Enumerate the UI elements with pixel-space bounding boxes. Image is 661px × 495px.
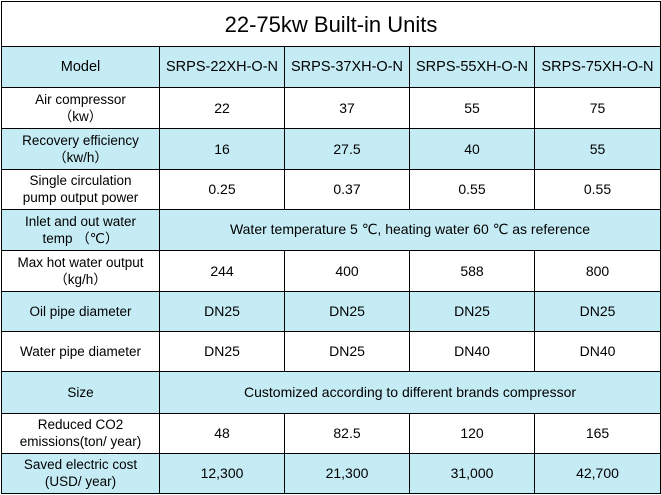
row-label-line2: (USD/ year) — [44, 474, 117, 490]
cell-value: 42,700 — [533, 452, 661, 495]
table-row: Recovery efficiency （kw/h） 16 27.5 40 55 — [1, 128, 661, 170]
row-label-line1: Inlet and out water — [24, 213, 137, 229]
cell-value: 21,300 — [284, 452, 410, 495]
cell-value: 75 — [533, 87, 661, 130]
row-label: Single circulation pump output power — [1, 168, 160, 210]
row-label: Max hot water output （kg/h） — [1, 249, 160, 293]
table-row: Inlet and out water temp （℃） Water temper… — [1, 208, 661, 251]
row-label-line1: Saved electric cost — [23, 457, 138, 473]
row-label-line1: Max hot water output — [17, 255, 144, 271]
row-label: Water pipe diameter — [1, 331, 160, 373]
table-row: Single circulation pump output power 0.25… — [1, 168, 661, 210]
table-row: Saved electric cost (USD/ year) 12,300 21… — [1, 452, 661, 495]
row-label: Air compressor （kw） — [1, 87, 160, 130]
table-row: Oil pipe diameter DN25 DN25 DN25 DN25 — [1, 291, 661, 333]
model-header-4: SRPS-75XH-O-N — [533, 46, 661, 89]
cell-value: DN25 — [533, 291, 661, 333]
cell-value: 12,300 — [159, 452, 285, 495]
cell-value: 0.55 — [533, 168, 661, 210]
cell-value: DN25 — [159, 331, 285, 373]
cell-value: 120 — [409, 412, 535, 454]
table-row: Max hot water output （kg/h） 244 400 588 8… — [1, 249, 661, 293]
model-header-1: SRPS-22XH-O-N — [159, 46, 285, 89]
row-label-line2: pump output power — [22, 190, 139, 206]
cell-value: DN40 — [533, 331, 661, 373]
cell-value: DN25 — [284, 291, 410, 333]
cell-value: 16 — [159, 128, 285, 170]
table-row: Reduced CO2 emissions(ton/ year) 48 82.5 … — [1, 412, 661, 454]
table-row: Air compressor （kw） 22 37 55 75 — [1, 87, 661, 130]
cell-value: DN40 — [409, 331, 535, 373]
row-label-line1: Single circulation — [29, 173, 132, 189]
row-label-line2: （kw） — [58, 109, 103, 125]
cell-value: 37 — [284, 87, 410, 130]
row-label: Inlet and out water temp （℃） — [1, 208, 160, 251]
cell-value: 48 — [159, 412, 285, 454]
merged-cell: Customized according to different brands… — [158, 371, 661, 414]
table-title: 22-75kw Built-in Units — [0, 0, 661, 48]
cell-value: DN25 — [284, 331, 410, 373]
cell-value: 0.55 — [409, 168, 535, 210]
row-label-line2: （kg/h） — [54, 272, 107, 288]
model-header-3: SRPS-55XH-O-N — [409, 46, 535, 89]
cell-value: 31,000 — [409, 452, 535, 495]
cell-value: 800 — [533, 249, 661, 293]
cell-value: 588 — [409, 249, 535, 293]
cell-value: DN25 — [159, 291, 285, 333]
cell-value: 55 — [409, 87, 535, 130]
model-header-2: SRPS-37XH-O-N — [284, 46, 410, 89]
row-label: Oil pipe diameter — [1, 291, 160, 333]
row-label-line2: （kw/h） — [53, 150, 108, 166]
cell-value: 400 — [284, 249, 410, 293]
row-label: Recovery efficiency （kw/h） — [1, 128, 160, 170]
cell-value: 82.5 — [284, 412, 410, 454]
merged-cell: Water temperature 5 ℃, heating water 60 … — [158, 208, 661, 251]
cell-value: 40 — [409, 128, 535, 170]
cell-value: 0.25 — [159, 168, 285, 210]
cell-value: 244 — [159, 249, 285, 293]
cell-value: DN25 — [409, 291, 535, 333]
cell-value: 55 — [533, 128, 661, 170]
row-label-line2: emissions(ton/ year) — [19, 434, 142, 450]
row-label: Saved electric cost (USD/ year) — [1, 452, 160, 495]
cell-value: 22 — [159, 87, 285, 130]
row-label: Size — [1, 371, 160, 414]
cell-value: 27.5 — [284, 128, 410, 170]
row-label-line1: Air compressor — [35, 92, 126, 108]
table-row: Size Customized according to different b… — [1, 371, 661, 414]
cell-value: 0.37 — [284, 168, 410, 210]
row-label-line1: Reduced CO2 — [37, 417, 124, 433]
model-header-label: Model — [1, 46, 160, 89]
row-label: Reduced CO2 emissions(ton/ year) — [1, 412, 160, 454]
cell-value: 165 — [533, 412, 661, 454]
row-label-line1: Recovery efficiency — [22, 133, 139, 149]
table-row: Water pipe diameter DN25 DN25 DN40 DN40 — [1, 331, 661, 373]
row-label-line2: temp （℃） — [42, 230, 119, 246]
